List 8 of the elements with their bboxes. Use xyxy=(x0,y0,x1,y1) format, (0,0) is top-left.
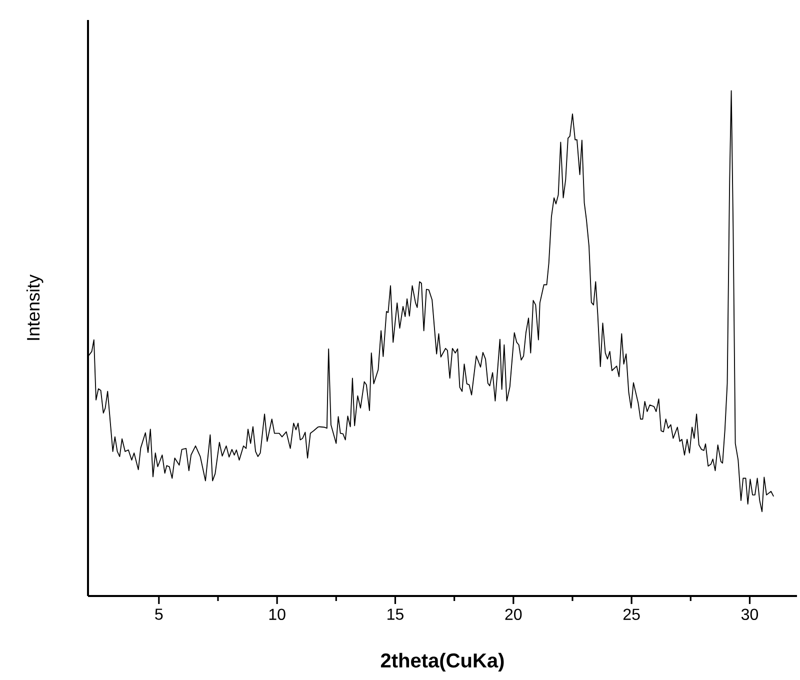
x-tick-label: 10 xyxy=(269,608,286,620)
x-tick-label: 25 xyxy=(623,608,640,620)
x-tick-label: 30 xyxy=(741,608,758,620)
x-axis-title: 2theta(CuKa) xyxy=(380,652,504,672)
x-tick-label: 15 xyxy=(388,608,404,620)
x-tick-label: 5 xyxy=(155,608,163,620)
y-axis-title: Intensity xyxy=(26,274,44,340)
x-tick-label: 20 xyxy=(505,608,522,620)
